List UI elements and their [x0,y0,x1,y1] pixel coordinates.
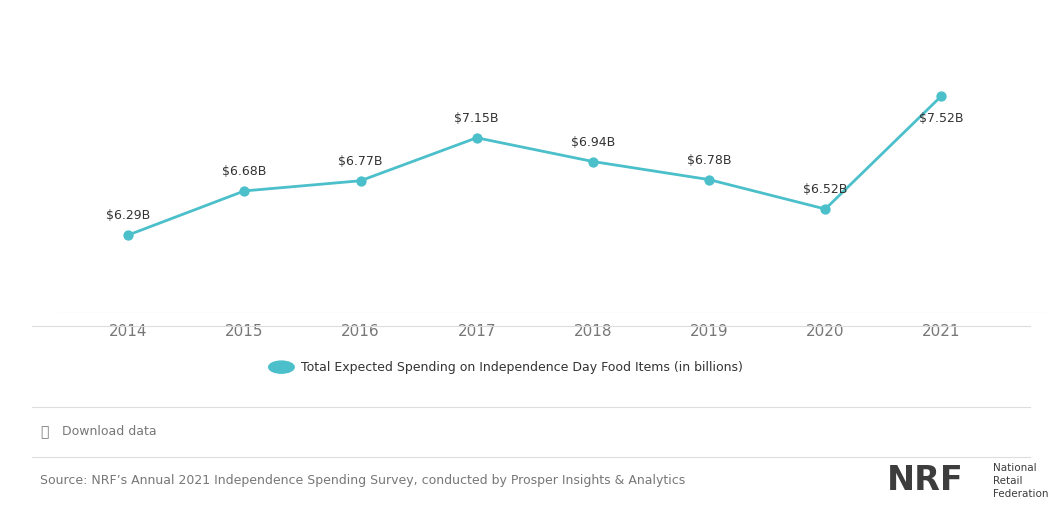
Text: National
Retail
Federation: National Retail Federation [993,463,1048,499]
Text: $6.68B: $6.68B [222,165,267,178]
Text: $6.77B: $6.77B [339,155,382,168]
Text: $7.52B: $7.52B [920,112,963,125]
Point [352,177,369,185]
Point [468,134,485,142]
Text: Total Expected Spending on Independence Day Food Items (in billions): Total Expected Spending on Independence … [301,361,742,374]
Point [120,231,137,239]
Point [236,187,253,195]
Text: $6.78B: $6.78B [687,154,732,167]
Text: ⤓: ⤓ [40,425,49,439]
Point [701,176,718,184]
Point [584,158,601,166]
Point [817,205,834,213]
Text: $6.94B: $6.94B [570,135,615,148]
Text: $6.29B: $6.29B [106,209,150,222]
Text: Source: NRF’s Annual 2021 Independence Spending Survey, conducted by Prosper Ins: Source: NRF’s Annual 2021 Independence S… [40,474,686,487]
Text: NRF: NRF [887,464,963,497]
Point [933,92,950,100]
Text: $6.52B: $6.52B [803,183,847,196]
Text: Download data: Download data [62,425,156,438]
Text: $7.15B: $7.15B [455,112,499,125]
